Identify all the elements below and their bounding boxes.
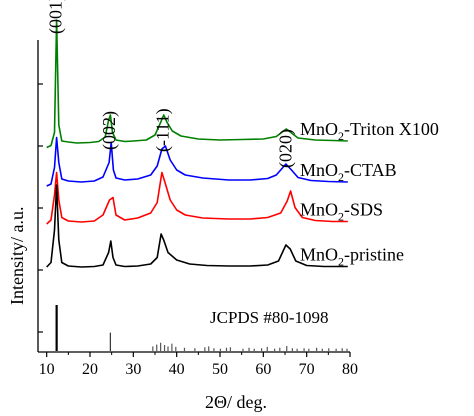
x-tick-label: 80 [342, 361, 358, 378]
reference-pattern [55, 305, 348, 351]
series-label: MnO2-SDS [300, 200, 383, 224]
x-tick-label: 60 [255, 361, 271, 378]
series-label-sub: 2 [338, 170, 344, 184]
series-label-main: MnO [300, 119, 338, 139]
series-label-rest: -pristine [344, 245, 404, 265]
series-label-sub: 2 [338, 210, 344, 224]
series-label-main: MnO [300, 160, 338, 180]
peak-label: (020) [276, 129, 297, 168]
peak-label: (001) [46, 0, 67, 34]
x-axis-label: 2Θ/ deg. [205, 392, 267, 412]
series-line [46, 136, 348, 187]
labels-layer: MnO2-Triton X100MnO2-CTABMnO2-SDSMnO2-pr… [46, 0, 439, 269]
series-label-rest: -SDS [344, 200, 383, 220]
series-label: MnO2-Triton X100 [300, 119, 439, 143]
peak-label: (-111) [153, 108, 174, 152]
x-tick-label: 30 [125, 361, 141, 378]
peak-label: (002) [99, 111, 120, 150]
series-label-sub: 2 [338, 129, 344, 143]
series-line [46, 184, 348, 268]
x-tick-label: 40 [169, 361, 185, 378]
axes: 10 20 30 40 50 60 70 80 [37, 40, 358, 378]
series-label-sub: 2 [338, 255, 344, 269]
series-label-main: MnO [300, 200, 338, 220]
x-tick-label: 70 [299, 361, 315, 378]
series-label: MnO2-pristine [300, 245, 404, 269]
series-label-rest: -CTAB [344, 160, 397, 180]
series-label-rest: -Triton X100 [344, 119, 439, 139]
reference-label: JCPDS #80-1098 [210, 308, 329, 327]
series-layer [46, 19, 348, 268]
x-tick-label: 20 [82, 361, 98, 378]
x-tick-label: 50 [212, 361, 228, 378]
y-axis-label: Intensity/ a.u. [7, 207, 27, 305]
series-label: MnO2-CTAB [300, 160, 397, 184]
series-line [46, 171, 348, 225]
series-line [46, 19, 348, 149]
x-tick-label: 10 [39, 361, 55, 378]
series-label-main: MnO [300, 245, 338, 265]
